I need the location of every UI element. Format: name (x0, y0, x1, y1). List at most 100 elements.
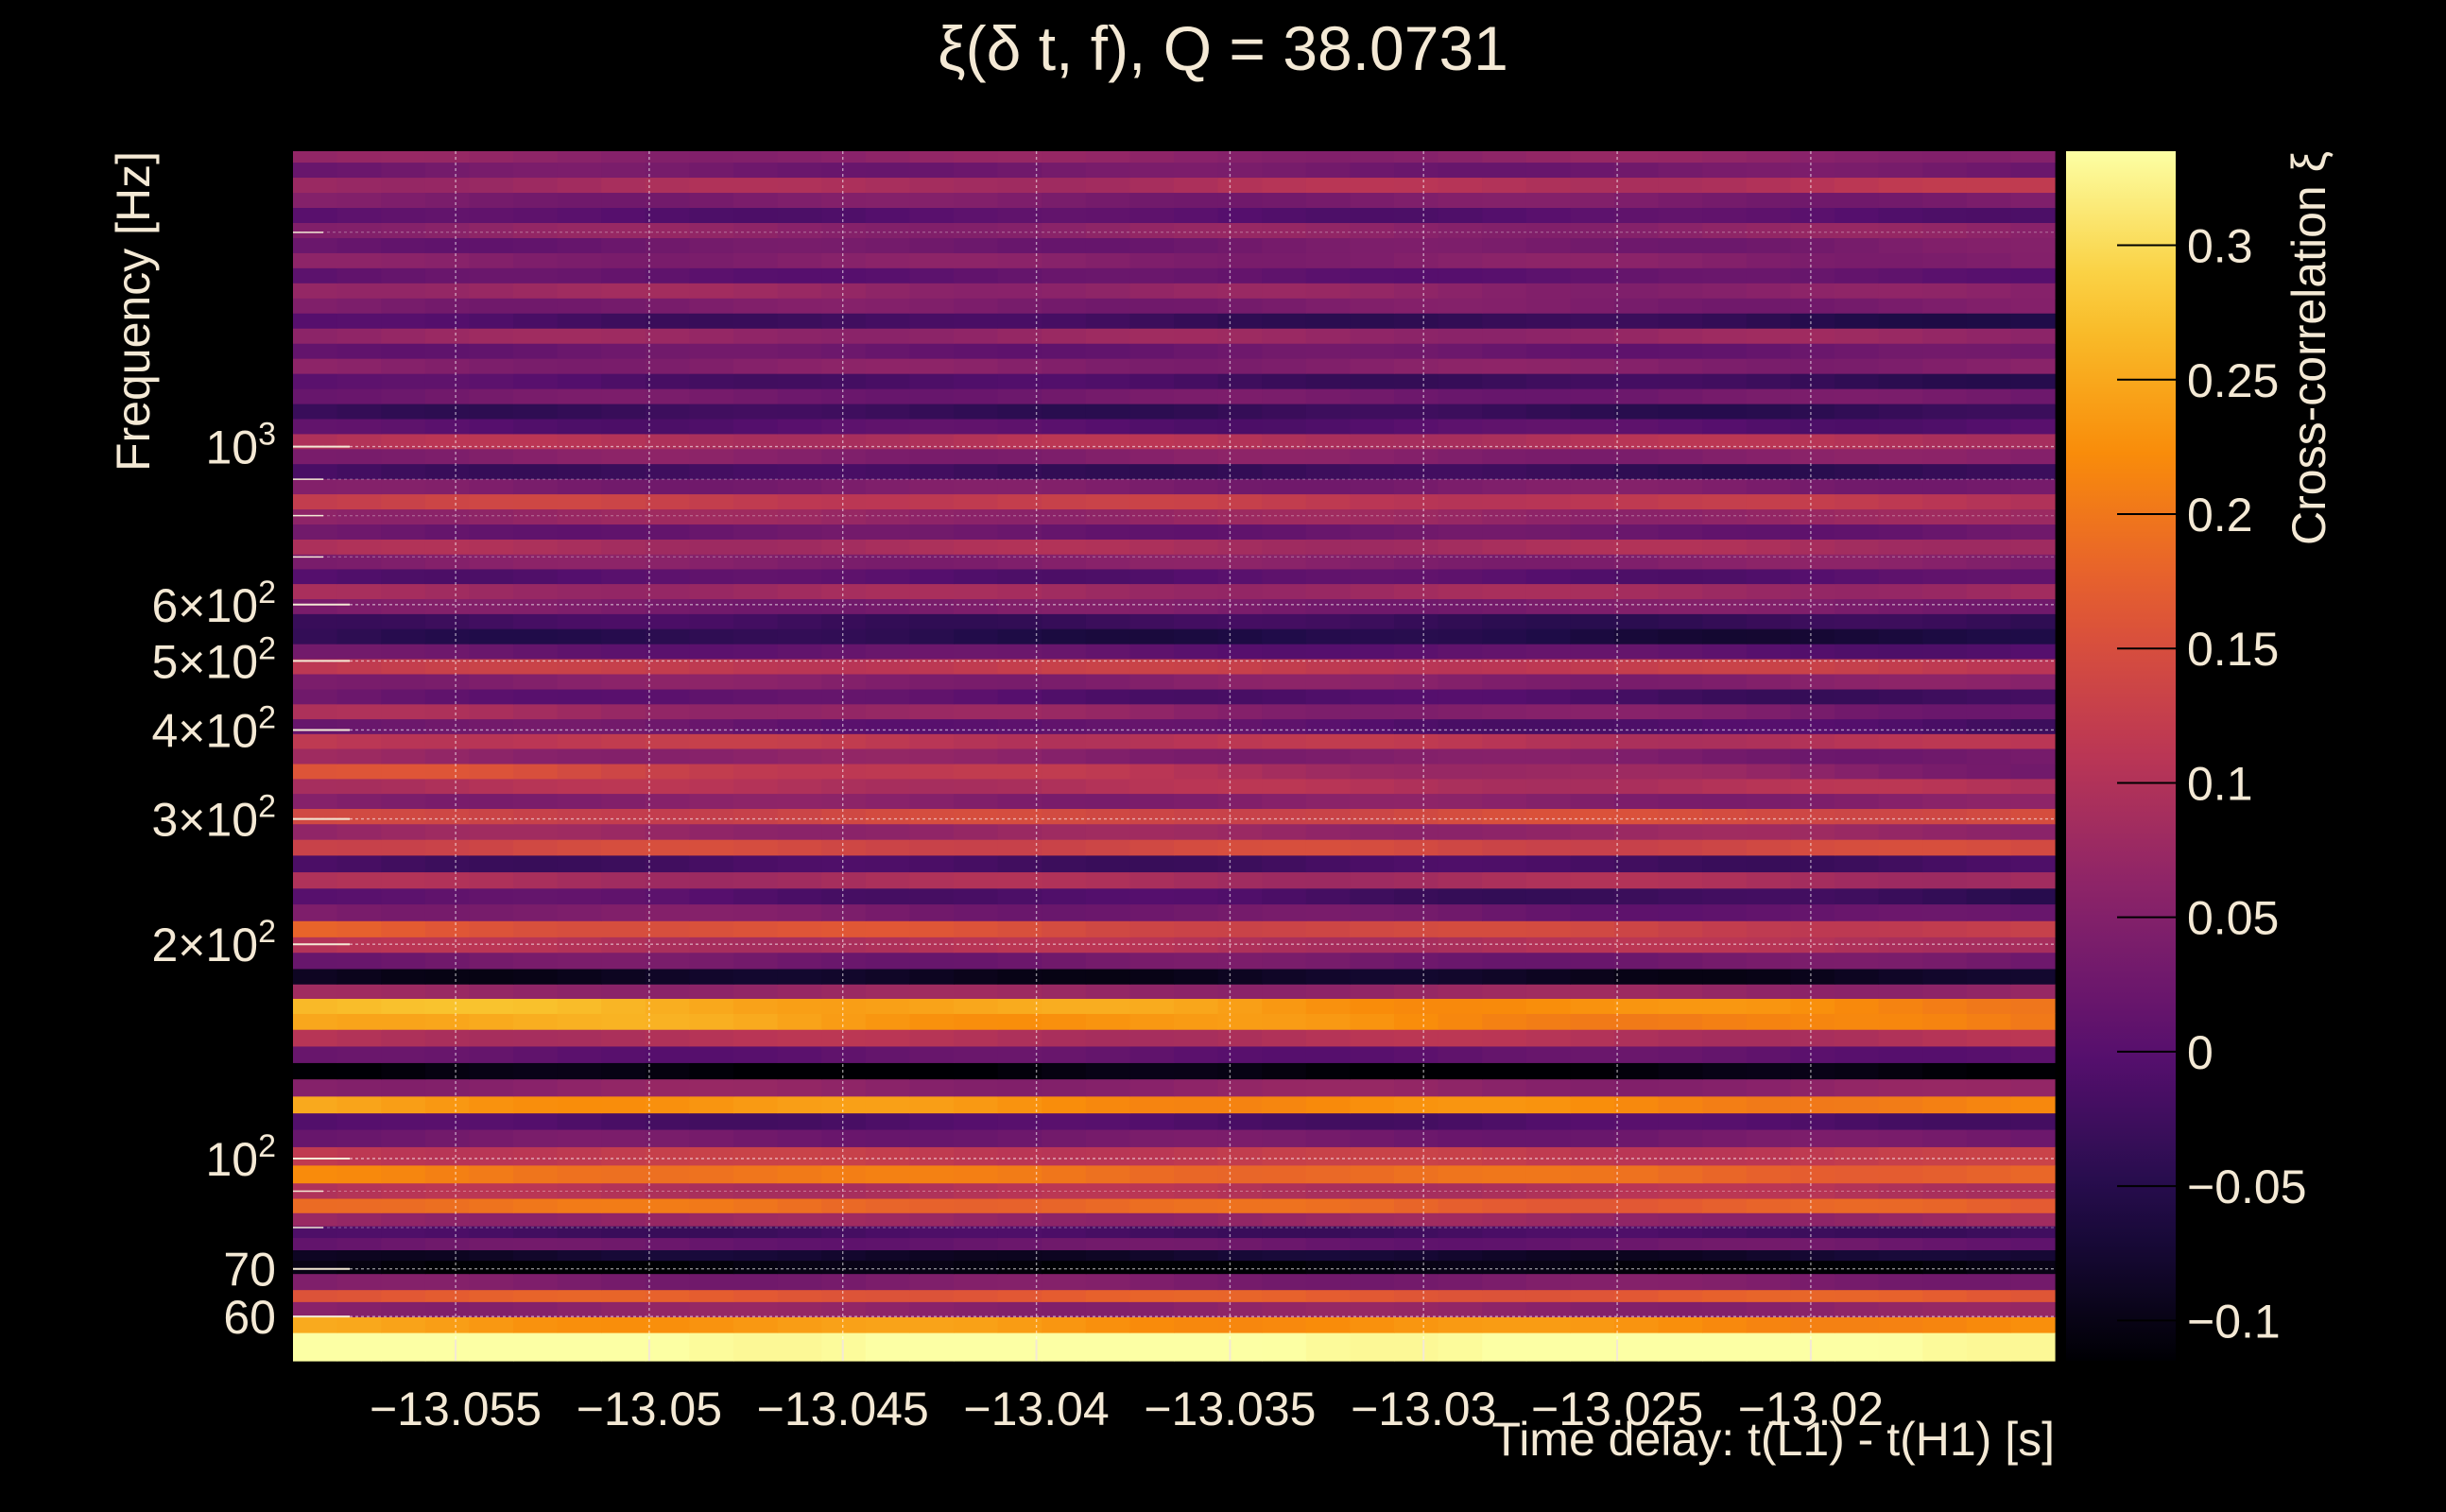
heatmap-cell (336, 463, 382, 480)
heatmap-cell (2010, 343, 2056, 359)
heatmap-cell (821, 1249, 867, 1262)
heatmap-cell (821, 433, 867, 450)
heatmap-cell (1922, 747, 1968, 765)
heatmap-cell (909, 1112, 955, 1130)
heatmap-cell (1394, 688, 1439, 705)
heatmap-cell (689, 1146, 734, 1166)
heatmap-cell (1790, 433, 1835, 450)
heatmap-cell (1525, 1062, 1571, 1080)
heatmap-cell (689, 207, 734, 223)
heatmap-cell (1702, 583, 1748, 599)
heatmap-cell (601, 222, 646, 238)
heatmap-cell (1614, 747, 1660, 765)
heatmap-cell (1966, 1112, 2011, 1130)
heatmap-cell (2010, 887, 2056, 905)
heatmap-cell (1042, 968, 1087, 985)
heatmap-cell (1878, 539, 1923, 555)
heatmap-cell (1658, 463, 1703, 480)
heatmap-cell (954, 1289, 999, 1302)
heatmap-cell (821, 778, 867, 795)
heatmap-cell (1394, 703, 1439, 720)
heatmap-cell (997, 1332, 1042, 1362)
heatmap-cell (1614, 778, 1660, 795)
heatmap-cell (1350, 628, 1395, 644)
heatmap-cell (1834, 508, 1880, 525)
heatmap-cell (865, 1260, 910, 1275)
heatmap-cell (1217, 267, 1263, 284)
heatmap-cell (1834, 283, 1880, 299)
heatmap-cell (1878, 583, 1923, 599)
heatmap-cell (557, 808, 602, 825)
heatmap-cell (1966, 343, 2011, 359)
heatmap-cell (1746, 763, 1791, 780)
heatmap-cell (1085, 871, 1130, 889)
heatmap-cell (336, 328, 382, 344)
heatmap-cell (1174, 1260, 1219, 1275)
heatmap-cell (1129, 508, 1175, 525)
heatmap-cell (2010, 920, 2056, 937)
heatmap-cell (1042, 478, 1087, 495)
heatmap-cell (1262, 733, 1307, 749)
heatmap-cell (997, 418, 1042, 435)
heatmap-cell (424, 1062, 470, 1080)
heatmap-cell (1614, 703, 1660, 720)
heatmap-cell (1438, 823, 1483, 840)
heatmap-cell (1394, 1146, 1439, 1166)
heatmap-cell (821, 524, 867, 540)
heatmap-cell (1217, 1182, 1263, 1199)
heatmap-cell (954, 1273, 999, 1291)
heatmap-cell (557, 998, 602, 1014)
heatmap-cell (557, 252, 602, 268)
heatmap-cell (1570, 1316, 1615, 1333)
heatmap-cell (513, 1078, 559, 1097)
heatmap-cell (601, 568, 646, 585)
heatmap-cell (1614, 388, 1660, 404)
heatmap-cell (1174, 839, 1219, 856)
heatmap-cell (469, 1112, 514, 1130)
heatmap-cell (336, 222, 382, 238)
heatmap-cell (1966, 839, 2011, 856)
heatmap-cell (1262, 508, 1307, 525)
heatmap-cell (1042, 313, 1087, 329)
heatmap-cell (1438, 733, 1483, 749)
heatmap-cell (1746, 613, 1791, 629)
heatmap-cell (1614, 793, 1660, 810)
heatmap-cell (1217, 1332, 1263, 1362)
heatmap-cell (469, 887, 514, 905)
heatmap-cell (1129, 478, 1175, 495)
heatmap-cell (557, 222, 602, 238)
heatmap-cell (1174, 613, 1219, 629)
heatmap-cell (1966, 673, 2011, 690)
heatmap-cell (293, 162, 338, 179)
heatmap-cell (645, 418, 690, 435)
heatmap-cell (557, 1260, 602, 1275)
heatmap-cell (1438, 1289, 1483, 1302)
heatmap-cell (645, 433, 690, 450)
heatmap-cell (865, 508, 910, 525)
heatmap-cell (1305, 747, 1351, 765)
heatmap-cell (997, 920, 1042, 937)
heatmap-cell (1350, 524, 1395, 540)
heatmap-cell (1482, 839, 1527, 856)
heatmap-cell (381, 644, 426, 660)
heatmap-cell (1438, 493, 1483, 510)
heatmap-cell (865, 283, 910, 299)
heatmap-cell (1525, 1029, 1571, 1047)
heatmap-cell (1702, 192, 1748, 208)
heatmap-cell (1394, 192, 1439, 208)
heatmap-cell (1217, 793, 1263, 810)
heatmap-cell (645, 763, 690, 780)
heatmap-cell (1262, 267, 1307, 284)
heatmap-cell (997, 539, 1042, 555)
heatmap-cell (1746, 1128, 1791, 1147)
heatmap-cell (381, 151, 426, 163)
heatmap-cell (1129, 1062, 1175, 1080)
heatmap-cell (1085, 1289, 1130, 1302)
heatmap-cell (865, 493, 910, 510)
heatmap-cell (1746, 1289, 1791, 1302)
heatmap-cell (777, 554, 822, 570)
heatmap-cell (1966, 644, 2011, 660)
heatmap-cell (1262, 1226, 1307, 1239)
heatmap-cell (1394, 1013, 1439, 1030)
heatmap-cell (1570, 854, 1615, 873)
